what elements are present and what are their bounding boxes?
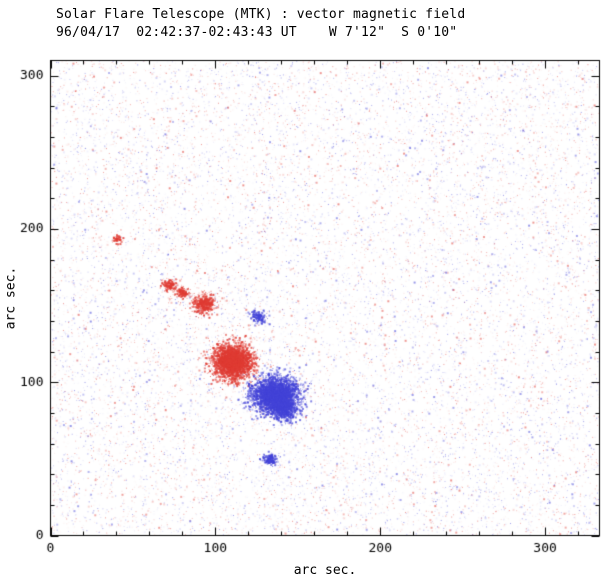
plot-title: Solar Flare Telescope (MTK) : vector mag… <box>56 7 466 22</box>
y-axis-label: arc sec. <box>3 266 19 330</box>
plot-subtitle: 96/04/17 02:42:37-02:43:43 UT W 7'12" S … <box>56 25 458 40</box>
x-axis-label: arc sec. <box>293 563 357 578</box>
